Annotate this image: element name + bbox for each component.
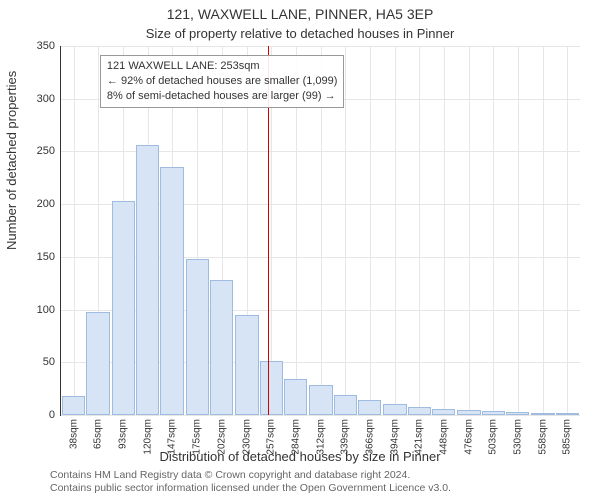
xtick-label: 421sqm bbox=[414, 419, 425, 455]
chart-subtitle: Size of property relative to detached ho… bbox=[0, 26, 600, 41]
xtick-label: 38sqm bbox=[68, 419, 79, 449]
ytick-label: 50 bbox=[43, 356, 55, 368]
gridline-v bbox=[395, 46, 396, 415]
histogram-bar bbox=[482, 411, 505, 415]
ytick-label: 300 bbox=[37, 93, 55, 105]
histogram-bar bbox=[309, 385, 332, 415]
y-axis-label: Number of detached properties bbox=[4, 71, 19, 250]
xtick-label: 339sqm bbox=[340, 419, 351, 455]
ytick-label: 250 bbox=[37, 145, 55, 157]
xtick-label: 476sqm bbox=[463, 419, 474, 455]
xtick-label: 93sqm bbox=[118, 419, 129, 449]
gridline-v bbox=[567, 46, 568, 415]
xtick-label: 230sqm bbox=[241, 419, 252, 455]
gridline-v bbox=[493, 46, 494, 415]
footnote-line1: Contains HM Land Registry data © Crown c… bbox=[50, 469, 410, 481]
histogram-bar bbox=[136, 145, 159, 415]
histogram-bar bbox=[112, 201, 135, 415]
histogram-bar bbox=[556, 413, 579, 415]
xtick-label: 503sqm bbox=[488, 419, 499, 455]
gridline-v bbox=[518, 46, 519, 415]
histogram-bar bbox=[260, 361, 283, 415]
xtick-label: 65sqm bbox=[93, 419, 104, 449]
xtick-label: 175sqm bbox=[192, 419, 203, 455]
xtick-label: 147sqm bbox=[167, 419, 178, 455]
histogram-bar bbox=[506, 412, 529, 415]
annotation-line: 8% of semi-detached houses are larger (9… bbox=[107, 89, 338, 104]
histogram-bar bbox=[62, 396, 85, 415]
gridline-v bbox=[444, 46, 445, 415]
xtick-label: 585sqm bbox=[562, 419, 573, 455]
gridline-v bbox=[543, 46, 544, 415]
xtick-label: 120sqm bbox=[142, 419, 153, 455]
xtick-label: 202sqm bbox=[216, 419, 227, 455]
xtick-label: 257sqm bbox=[266, 419, 277, 455]
ytick-label: 150 bbox=[37, 251, 55, 263]
gridline-v bbox=[419, 46, 420, 415]
footnote-line2: Contains public sector information licen… bbox=[50, 482, 451, 494]
histogram-bar bbox=[457, 410, 480, 415]
gridline-v bbox=[469, 46, 470, 415]
histogram-bar bbox=[383, 404, 406, 415]
histogram-bar bbox=[235, 315, 258, 415]
gridline-v bbox=[345, 46, 346, 415]
xtick-label: 394sqm bbox=[389, 419, 400, 455]
gridline-h bbox=[61, 415, 580, 416]
xtick-label: 366sqm bbox=[364, 419, 375, 455]
histogram-bar bbox=[531, 413, 554, 415]
gridline-v bbox=[74, 46, 75, 415]
plot-area: 05010015020025030035038sqm65sqm93sqm120s… bbox=[60, 46, 580, 416]
histogram-bar bbox=[186, 259, 209, 415]
histogram-bar bbox=[160, 167, 183, 415]
xtick-label: 312sqm bbox=[315, 419, 326, 455]
histogram-bar bbox=[210, 280, 233, 415]
ytick-label: 200 bbox=[37, 198, 55, 210]
annotation-box: 121 WAXWELL LANE: 253sqm← 92% of detache… bbox=[100, 55, 345, 108]
annotation-line: 121 WAXWELL LANE: 253sqm bbox=[107, 59, 338, 74]
ytick-label: 0 bbox=[49, 409, 55, 421]
footnote: Contains HM Land Registry data © Crown c… bbox=[50, 469, 451, 496]
xtick-label: 284sqm bbox=[290, 419, 301, 455]
histogram-bar bbox=[284, 379, 307, 415]
annotation-line: ← 92% of detached houses are smaller (1,… bbox=[107, 74, 338, 89]
xtick-label: 558sqm bbox=[537, 419, 548, 455]
xtick-label: 448sqm bbox=[438, 419, 449, 455]
ytick-label: 350 bbox=[37, 40, 55, 52]
histogram-bar bbox=[86, 312, 109, 415]
chart-title: 121, WAXWELL LANE, PINNER, HA5 3EP bbox=[0, 6, 600, 22]
xtick-label: 530sqm bbox=[512, 419, 523, 455]
ytick-label: 100 bbox=[37, 304, 55, 316]
histogram-bar bbox=[432, 409, 455, 415]
histogram-bar bbox=[408, 407, 431, 415]
histogram-bar bbox=[334, 395, 357, 415]
gridline-v bbox=[370, 46, 371, 415]
histogram-bar bbox=[358, 400, 381, 415]
